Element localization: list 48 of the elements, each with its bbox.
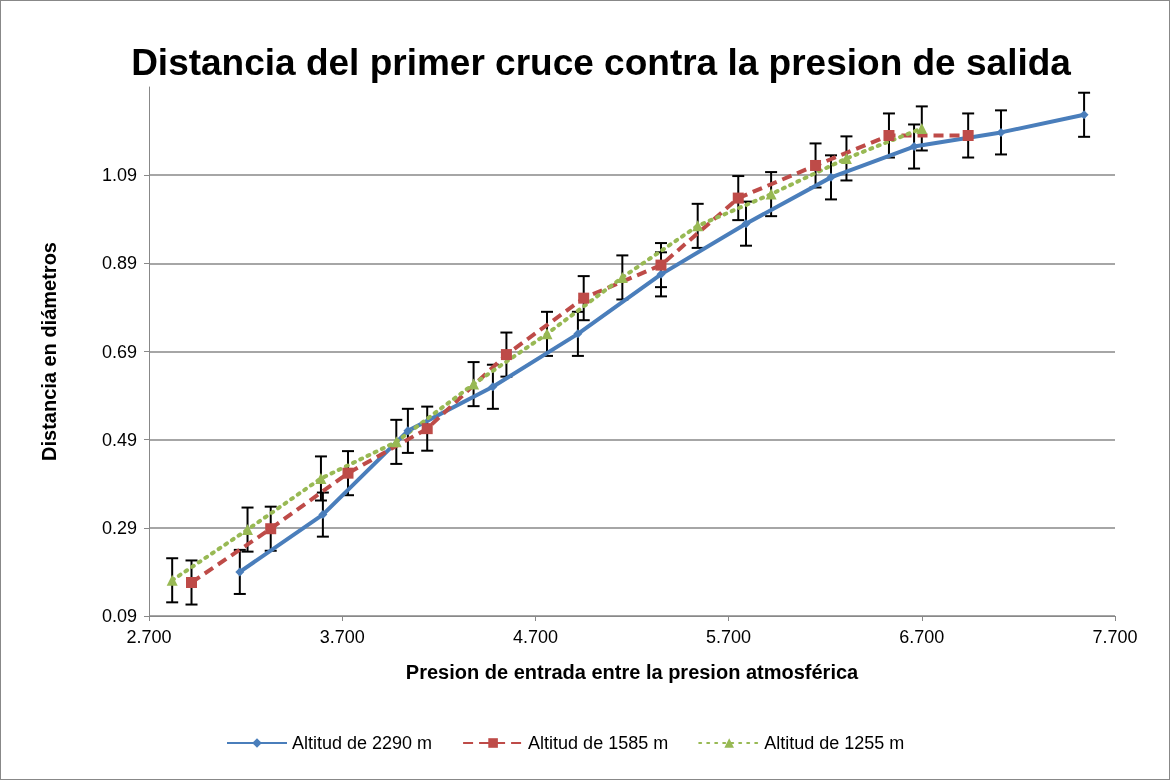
point [692,220,704,232]
point [732,192,744,204]
point [488,382,498,392]
legend-label: Altitud de 1585 m [528,733,669,753]
point [186,577,197,588]
y-tick-label: 0.09 [101,606,137,626]
point [741,219,751,229]
chart-title: Distancia del primer cruce contra la presion de salida [131,41,1072,83]
y-tick-label: 1.09 [101,165,137,186]
point [318,510,328,520]
point [1079,110,1089,120]
y-tick-label: 0.89 [101,253,137,274]
point [916,122,928,134]
point [655,259,667,271]
x-tick-label: 4.700 [512,627,558,647]
point [468,378,480,390]
point [883,129,895,141]
point [541,328,553,340]
point [403,426,413,436]
point [810,159,822,171]
point [962,129,974,141]
point [840,152,852,164]
point [315,472,327,484]
x-axis-title: Presion de entrada entre la presion atmosférica [405,661,860,683]
point [826,172,836,182]
x-tick-label: 3.700 [319,627,365,647]
point [235,567,245,577]
y-tick-label: 0.29 [101,517,137,538]
point [421,423,433,435]
point [500,349,512,361]
x-tick-label: 5.700 [706,627,752,647]
point [342,467,354,479]
legend-label: Altitud de 2290 m [292,733,433,753]
y-axis-title: Distancia en diámetros [38,242,60,461]
point [242,524,254,536]
legend-label: Altitud de 1255 m [764,733,905,753]
x-tick-label: 7.700 [1092,627,1138,647]
point [656,269,666,279]
y-tick-label: 0.69 [101,341,137,362]
point [265,523,277,535]
point [166,574,178,586]
y-tick-label: 0.49 [101,429,137,450]
x-tick-label: 2.700 [126,627,172,647]
point [573,329,583,339]
point [390,436,402,448]
point [578,292,590,304]
x-tick-label: 6.700 [899,627,945,647]
point [765,188,777,200]
